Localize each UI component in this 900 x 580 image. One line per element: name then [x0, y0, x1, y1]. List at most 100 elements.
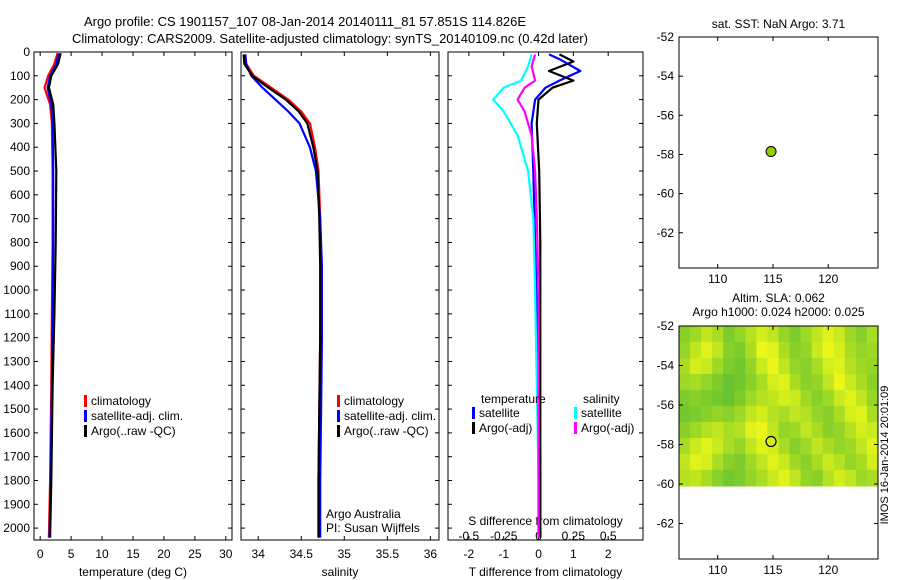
sst-map-xtick-label: 115 — [763, 272, 782, 286]
sla-map-cell — [811, 406, 824, 423]
sla-map-cell — [690, 454, 702, 471]
sla-map-cell — [855, 406, 868, 423]
sla-map-cell — [679, 438, 691, 455]
sla-map-cell — [822, 358, 835, 375]
salinity-annotation-line-1: Argo Australia — [326, 507, 401, 521]
salinity-series-line — [244, 54, 323, 538]
sla-map-cell — [844, 469, 857, 487]
sla-map-cell — [789, 326, 802, 343]
sst-map-title: sat. SST: NaN Argo: 3.71 — [712, 17, 846, 31]
sla-map-cell — [756, 406, 769, 423]
sla-map-cell — [855, 326, 868, 343]
sla-map-cell — [844, 326, 857, 343]
sla-map-cell — [734, 358, 746, 375]
temperature-legend-swatch — [84, 395, 87, 407]
sla-map-cell — [866, 358, 879, 375]
sla-map-cell — [822, 438, 835, 455]
sla-map-cell — [778, 390, 791, 407]
salinity-annotation-line-2: PI: Susan Wijffels — [326, 521, 420, 535]
sla-map-cell — [789, 406, 802, 423]
sla-map-cell — [811, 469, 824, 487]
sla-map-cell — [690, 326, 702, 343]
temperature-ytick-label: 0 — [23, 45, 30, 59]
sla-map-cell — [701, 422, 713, 439]
sla-map-cell — [800, 406, 813, 423]
sla-map-cell — [756, 438, 769, 455]
sla-map-cell — [811, 438, 824, 455]
temperature-ytick-label: 1500 — [3, 402, 30, 416]
sla-map-cell — [679, 390, 691, 407]
sla-map-cell — [690, 469, 702, 487]
sla-map-cell — [800, 422, 813, 439]
sst-map-xtick-label: 120 — [818, 272, 838, 286]
temperature-ytick-label: 600 — [10, 188, 30, 202]
sla-map-cell — [866, 390, 879, 407]
sla-map-cell — [789, 469, 802, 487]
sla-map-cell — [844, 358, 857, 375]
sla-map-cell — [701, 342, 713, 359]
sla-map-xtick-label: 115 — [763, 563, 782, 577]
sla-map-cell — [778, 374, 791, 391]
salinity-legend-label: climatology — [344, 394, 404, 408]
sla-map-cell — [679, 406, 691, 423]
sla-map-cell — [767, 342, 780, 359]
sla-map-cell — [811, 422, 824, 439]
salinity-series-line — [242, 54, 322, 538]
sla-map-cell — [690, 422, 702, 439]
sla-map-cell — [844, 454, 857, 471]
sla-map-cell — [855, 342, 868, 359]
difference-legend-swatch — [574, 407, 577, 419]
sla-map-cell — [778, 326, 791, 343]
sla-map-xtick-label: 110 — [708, 563, 727, 577]
sla-map-cell — [767, 374, 780, 391]
salinity-panel: 34 34.5 35 35.5 36 salinity climatologysatelli… — [240, 51, 440, 579]
temperature-ytick-label: 1000 — [3, 283, 30, 297]
sla-map-cell — [833, 454, 846, 471]
sla-map-cell — [712, 326, 724, 343]
sst-map-ytick-label: -56 — [657, 108, 675, 122]
sst-map-ytick-label: -52 — [657, 30, 675, 44]
temperature-ytick-label: 400 — [10, 140, 30, 154]
sla-map-cell — [800, 358, 813, 375]
difference-series-line — [535, 53, 575, 538]
sla-map-cell — [734, 454, 746, 471]
sla-map-cell — [800, 374, 813, 391]
sla-map-cell — [745, 342, 757, 359]
sla-map-cell — [855, 422, 868, 439]
sla-map-cell — [822, 326, 835, 343]
difference-legend-swatch — [472, 422, 475, 434]
difference-xtick2-label: -0.5 — [459, 529, 480, 543]
sla-map-cell — [800, 390, 813, 407]
sla-map-cell — [690, 390, 702, 407]
sla-map-cell — [723, 469, 735, 487]
sst-map-argo-point — [765, 146, 777, 158]
sla-map-cell — [789, 390, 802, 407]
sla-map-cell — [833, 406, 846, 423]
sla-map-cell — [690, 374, 702, 391]
sla-map-cell — [679, 454, 691, 471]
sla-map-cell — [745, 326, 757, 343]
sla-map-cell — [778, 454, 791, 471]
sla-map-cell — [767, 326, 780, 343]
salinity-legend-swatch — [337, 410, 340, 422]
temperature-ytick-label: 1300 — [3, 354, 30, 368]
sla-map-cell — [701, 326, 713, 343]
temperature-ytick-label: 1100 — [4, 307, 30, 321]
sla-map-title-line-1: Altim. SLA: 0.062 — [732, 291, 825, 305]
sla-map-cell — [745, 422, 757, 439]
sla-map-cell — [844, 406, 857, 423]
sla-map-cell — [756, 374, 769, 391]
sla-map-cell — [734, 374, 746, 391]
sla-map-cell — [723, 422, 735, 439]
sla-map-cell — [679, 342, 691, 359]
sla-map-cell — [734, 326, 746, 343]
temperature-ytick-label: 300 — [10, 116, 30, 130]
sla-map-cell — [679, 469, 691, 487]
sla-map-cell — [866, 326, 879, 343]
sla-map-ytick-label: -56 — [657, 398, 675, 412]
sla-map-cell — [811, 454, 824, 471]
sla-map-ytick-label: -58 — [657, 437, 675, 451]
sla-map-cell — [822, 374, 835, 391]
difference-xlabel: T difference from climatology — [469, 565, 623, 579]
